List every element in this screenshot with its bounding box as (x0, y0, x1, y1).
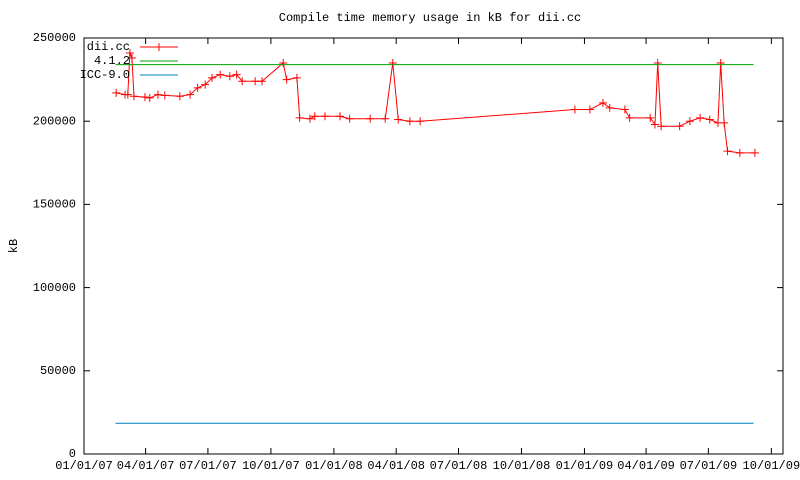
y-tick-label: 250000 (33, 31, 76, 45)
point-marker (620, 105, 629, 114)
point-marker (381, 114, 390, 123)
point-marker (282, 75, 291, 84)
x-tick-label: 07/01/07 (179, 459, 237, 473)
point-marker (238, 77, 247, 86)
point-marker (112, 88, 121, 97)
y-tick-label: 150000 (33, 198, 76, 212)
point-marker (735, 148, 744, 157)
point-marker (366, 114, 375, 123)
point-marker (232, 70, 241, 79)
point-marker (716, 58, 725, 67)
point-marker (186, 90, 195, 99)
legend-marker (155, 43, 163, 51)
point-marker (129, 92, 138, 101)
point-marker (201, 80, 210, 89)
point-marker (279, 58, 288, 67)
point-marker (598, 98, 607, 107)
x-tick-label: 04/01/09 (617, 459, 675, 473)
series-line (116, 52, 755, 154)
x-tick-label: 04/01/08 (367, 459, 425, 473)
point-marker (388, 58, 397, 67)
point-marker (216, 70, 225, 79)
legend-label: ICC-9.0 (80, 68, 130, 82)
x-tick-label: 07/01/09 (680, 459, 738, 473)
x-tick-label: 10/01/09 (743, 459, 800, 473)
point-marker (416, 117, 425, 126)
point-marker (251, 77, 260, 86)
point-marker (723, 147, 732, 156)
point-marker (225, 72, 234, 81)
point-marker (394, 115, 403, 124)
x-tick-label: 10/01/08 (493, 459, 551, 473)
point-marker (625, 113, 634, 122)
point-marker (175, 92, 184, 101)
point-marker (258, 77, 267, 86)
point-marker (193, 83, 202, 92)
point-marker (605, 103, 614, 112)
point-marker (320, 112, 329, 121)
point-marker (405, 117, 414, 126)
point-marker (657, 122, 666, 131)
legend-label: 4.1.2 (94, 54, 130, 68)
point-marker (208, 73, 217, 82)
point-marker (720, 118, 729, 127)
point-marker (653, 58, 662, 67)
point-marker (310, 112, 319, 121)
point-marker (145, 93, 154, 102)
x-tick-label: 10/01/07 (242, 459, 300, 473)
point-marker (650, 120, 659, 129)
point-marker (685, 117, 694, 126)
point-marker (585, 105, 594, 114)
point-marker (153, 90, 162, 99)
point-marker (705, 115, 714, 124)
point-marker (345, 114, 354, 123)
point-marker (140, 93, 149, 102)
point-marker (305, 114, 314, 123)
point-marker (125, 48, 134, 57)
point-marker (292, 73, 301, 82)
point-marker (675, 122, 684, 131)
point-marker (127, 53, 136, 62)
x-tick-label: 04/01/07 (117, 459, 175, 473)
x-tick-label: 01/01/08 (305, 459, 363, 473)
point-marker (696, 113, 705, 122)
y-axis-label: kB (7, 239, 21, 253)
x-tick-label: 01/01/09 (556, 459, 614, 473)
point-marker (646, 113, 655, 122)
point-marker (160, 91, 169, 100)
y-tick-label: 50000 (40, 364, 76, 378)
y-tick-label: 200000 (33, 114, 76, 128)
point-marker (750, 148, 759, 157)
point-marker (295, 113, 304, 122)
x-tick-label: 07/01/08 (430, 459, 488, 473)
point-marker (123, 90, 132, 99)
chart-title: Compile time memory usage in kB for dii.… (279, 11, 581, 25)
plot-border (83, 37, 784, 455)
legend-label: dii.cc (87, 40, 130, 54)
y-tick-label: 0 (69, 447, 76, 461)
point-marker (570, 105, 579, 114)
y-tick-label: 100000 (33, 281, 76, 295)
x-tick-label: 01/01/07 (55, 459, 113, 473)
point-marker (336, 112, 345, 121)
